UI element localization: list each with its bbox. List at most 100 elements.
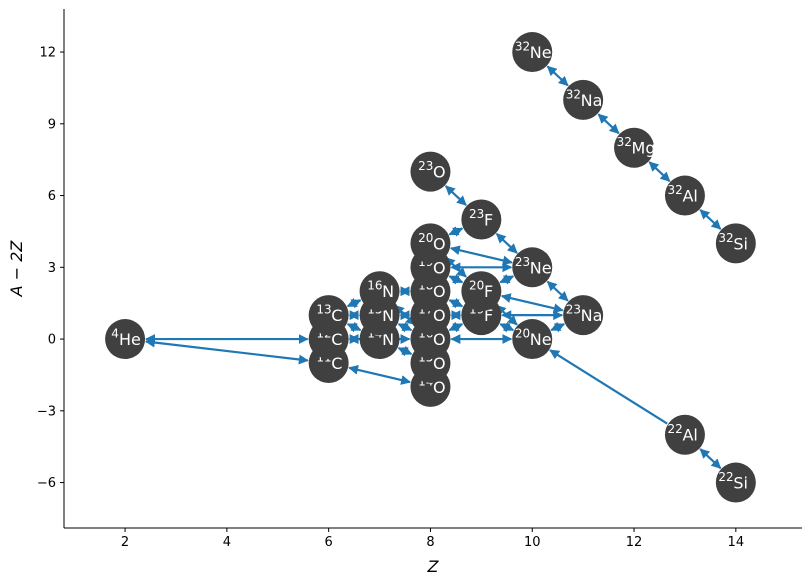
node-Na23: 23 Na [563,295,604,336]
node-circle [614,127,655,168]
node-mass-number: 23 [566,303,581,317]
node-mass-number: 23 [515,255,530,269]
node-circle [512,32,553,73]
node-circle [664,175,705,216]
node-element-symbol: C [331,354,342,373]
node-C13: 13 C [308,295,349,336]
node-Ne20: 20 Ne [512,319,553,360]
node-element-symbol: O [433,378,446,397]
node-Al22: 22 Al [664,414,705,455]
node-Si22: 22 Si [715,462,756,503]
y-tick-label: 9 [48,117,56,132]
node-circle [563,79,604,120]
node-O23: 23 O [410,151,451,192]
node-mass-number: 32 [515,40,530,54]
node-element-symbol: O [433,163,446,182]
edge-C13-N16 [346,297,362,309]
node-element-symbol: O [433,282,446,301]
node-circle [105,319,146,360]
node-element-symbol: F [484,306,493,325]
node-circle [715,462,756,503]
x-tick-label: 4 [223,535,231,550]
node-element-symbol: F [484,282,493,301]
edge-O20-Ne23 [449,245,513,266]
edge-O16-F19 [448,321,464,333]
y-tick-label: −6 [37,476,56,491]
node-circle [410,223,451,264]
node-Ne23: 23 Ne [512,247,553,288]
edge-O19-F20 [448,274,464,285]
node-element-symbol: Ne [530,330,552,349]
x-ticks: 2 4 6 8 10 12 14 [121,528,744,550]
node-element-symbol: O [433,234,446,253]
edge-Al32-Si32 [699,209,722,230]
edge-He4-C11 [144,337,309,365]
node-element-symbol: He [119,330,141,349]
edge-Ne32-Na32 [546,65,569,87]
node-element-symbol: N [382,282,394,301]
edge-Ne23-Na23 [546,280,569,302]
node-F20: 20 F [461,271,502,312]
y-axis-label: A − 2Z [7,240,26,298]
y-tick-label: 12 [39,46,56,61]
y-tick-label: 0 [48,333,56,348]
edge-O23-F23 [445,185,467,206]
node-F23: 23 F [461,199,502,240]
node-mass-number: 4 [111,327,119,341]
node-mass-number: 16 [367,279,382,293]
node-mass-number: 32 [718,231,733,245]
edge-Al22-Si22 [699,448,722,469]
node-mass-number: 32 [566,87,581,101]
edge-F20-Na23 [500,293,564,314]
node-element-symbol: Na [581,306,603,325]
node-element-symbol: Ne [530,258,552,277]
node-circle [410,151,451,192]
node-element-symbol: O [433,354,446,373]
node-O20: 20 O [410,223,451,264]
node-Al32: 32 Al [664,175,705,216]
node-element-symbol: Si [733,474,748,493]
node-element-symbol: Na [581,91,603,110]
node-circle [563,295,604,336]
y-tick-label: −3 [37,404,56,419]
edge-O20-F23 [448,226,464,237]
x-tick-label: 10 [524,535,541,550]
y-tick-label: 6 [48,189,56,204]
node-Na32: 32 Na [563,79,604,120]
node-mass-number: 32 [617,135,632,149]
node-circle [512,319,553,360]
node-element-symbol: N [382,306,394,325]
edge-N15-O16 [397,321,413,333]
node-element-symbol: C [331,306,342,325]
node-mass-number: 13 [316,303,331,317]
edge-F20-Ne23 [499,274,515,285]
node-mass-number: 22 [718,470,733,484]
node-mass-number: 32 [668,183,683,197]
x-tick-label: 6 [325,535,333,550]
node-element-symbol: Mg [632,139,656,158]
x-tick-label: 12 [626,535,643,550]
x-tick-label: 8 [426,535,434,550]
node-element-symbol: O [433,330,446,349]
y-ticks: −6 −3 0 3 6 9 12 [37,46,64,491]
edge-C11-O14 [348,364,411,385]
node-element-symbol: C [331,330,342,349]
node-element-symbol: Al [682,426,697,445]
node-mass-number: 20 [515,327,530,341]
axes: 2 4 6 8 10 12 14 −6 −3 0 3 6 9 12 Z A − 2Z [7,9,802,576]
nodes-layer: 4He11C12C13C14N15N16N14O15O16O17O18O19O2… [105,32,756,503]
edge-Al22-Ne20 [549,349,668,425]
node-element-symbol: F [484,210,493,229]
edge-F23-Ne23 [495,233,518,254]
node-element-symbol: Ne [530,43,552,62]
edge-O18-F19 [448,297,464,309]
node-Mg32: 32 Mg [614,127,656,168]
node-mass-number: 23 [469,207,484,221]
x-tick-label: 14 [728,535,745,550]
node-circle [359,271,400,312]
node-Ne32: 32 Ne [512,32,553,73]
edge-Mg32-Al32 [648,161,671,182]
x-tick-label: 2 [121,535,129,550]
y-tick-label: 3 [48,261,56,276]
